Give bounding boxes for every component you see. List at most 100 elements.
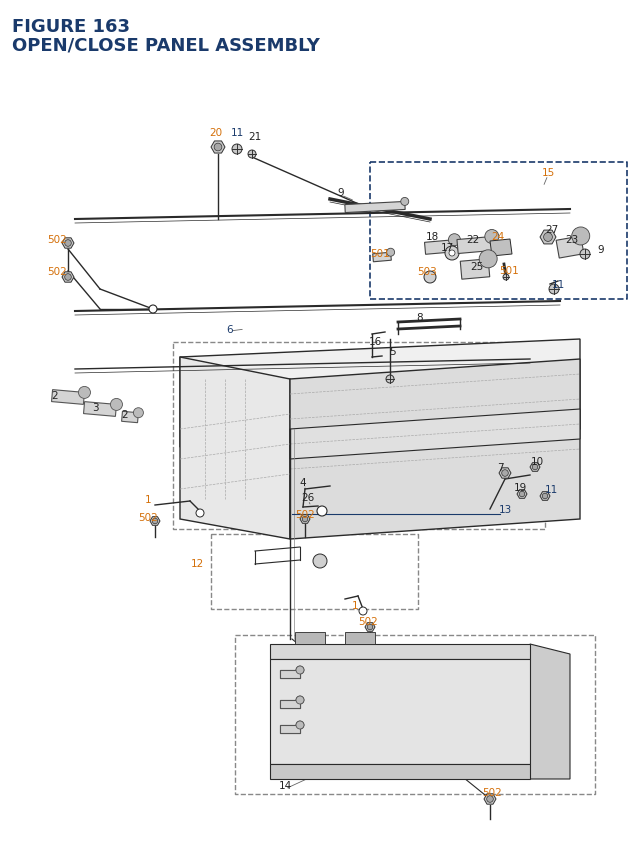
Text: 502: 502 [47,235,67,245]
Polygon shape [290,360,580,539]
Text: OPEN/CLOSE PANEL ASSEMBLY: OPEN/CLOSE PANEL ASSEMBLY [12,36,320,54]
Polygon shape [499,468,511,479]
Text: 7: 7 [497,462,503,473]
Circle shape [386,375,394,383]
Text: 9: 9 [338,188,344,198]
Polygon shape [290,410,580,460]
Polygon shape [280,700,300,709]
Text: 502: 502 [295,510,315,519]
Polygon shape [300,515,310,523]
Circle shape [387,249,395,257]
Circle shape [359,607,367,616]
Text: 2: 2 [52,391,58,400]
Text: 25: 25 [470,262,484,272]
Text: 26: 26 [301,492,315,503]
Polygon shape [517,490,527,499]
Circle shape [149,306,157,313]
Polygon shape [460,259,490,280]
Circle shape [519,492,525,497]
FancyBboxPatch shape [345,632,375,644]
Circle shape [296,697,304,704]
Circle shape [133,408,143,418]
Text: 20: 20 [209,127,223,138]
Polygon shape [280,670,300,678]
Text: 19: 19 [513,482,527,492]
Circle shape [485,230,499,245]
Circle shape [367,624,372,630]
Text: 10: 10 [531,456,543,467]
Text: 21: 21 [248,132,262,142]
Polygon shape [62,272,74,283]
Circle shape [313,554,327,568]
Polygon shape [365,623,375,632]
Circle shape [111,399,122,411]
Text: 9: 9 [598,245,604,255]
Text: 3: 3 [92,403,99,412]
Circle shape [449,234,460,246]
Polygon shape [556,237,584,259]
Circle shape [424,272,436,283]
Circle shape [65,240,71,247]
Text: 501: 501 [499,266,519,276]
Circle shape [449,251,455,257]
Text: 16: 16 [369,337,381,347]
Text: 15: 15 [541,168,555,177]
Text: 5: 5 [390,347,396,356]
Circle shape [248,151,256,158]
Polygon shape [52,390,84,405]
Polygon shape [84,402,116,417]
Text: 22: 22 [467,235,479,245]
Polygon shape [345,202,405,214]
Text: 6: 6 [227,325,234,335]
Polygon shape [280,725,300,734]
Circle shape [486,796,493,802]
Text: 23: 23 [565,235,579,245]
Text: 14: 14 [278,780,292,790]
Circle shape [572,227,589,245]
Text: 502: 502 [47,267,67,276]
Polygon shape [122,412,138,424]
Polygon shape [530,463,540,472]
Circle shape [296,722,304,729]
Circle shape [543,233,552,242]
Circle shape [296,666,304,674]
FancyBboxPatch shape [295,632,325,644]
Circle shape [214,144,222,152]
Polygon shape [270,660,530,764]
Text: 11: 11 [545,485,557,494]
Circle shape [296,666,304,674]
Polygon shape [280,670,300,678]
Text: 8: 8 [417,313,423,323]
Polygon shape [540,231,556,245]
Text: 2: 2 [122,410,128,419]
Circle shape [580,250,590,260]
Circle shape [79,387,90,399]
Polygon shape [180,357,290,539]
Text: 503: 503 [417,267,437,276]
Circle shape [479,251,497,269]
Circle shape [65,275,71,281]
Circle shape [317,506,327,517]
Text: 501: 501 [370,249,390,258]
Circle shape [502,470,508,477]
Polygon shape [457,238,493,254]
Polygon shape [484,794,496,804]
Polygon shape [180,339,580,448]
Text: 17: 17 [440,243,454,253]
Circle shape [542,493,548,499]
Circle shape [445,247,459,261]
Polygon shape [280,725,300,734]
Circle shape [296,722,304,729]
Circle shape [296,697,304,704]
Polygon shape [270,644,530,660]
Text: 502: 502 [358,616,378,626]
Polygon shape [280,700,300,709]
Circle shape [401,198,409,206]
Circle shape [232,145,242,155]
Text: 12: 12 [190,558,204,568]
Circle shape [532,465,538,470]
Polygon shape [424,240,456,255]
Text: 1: 1 [145,494,151,505]
Circle shape [503,275,509,281]
Polygon shape [62,238,74,249]
